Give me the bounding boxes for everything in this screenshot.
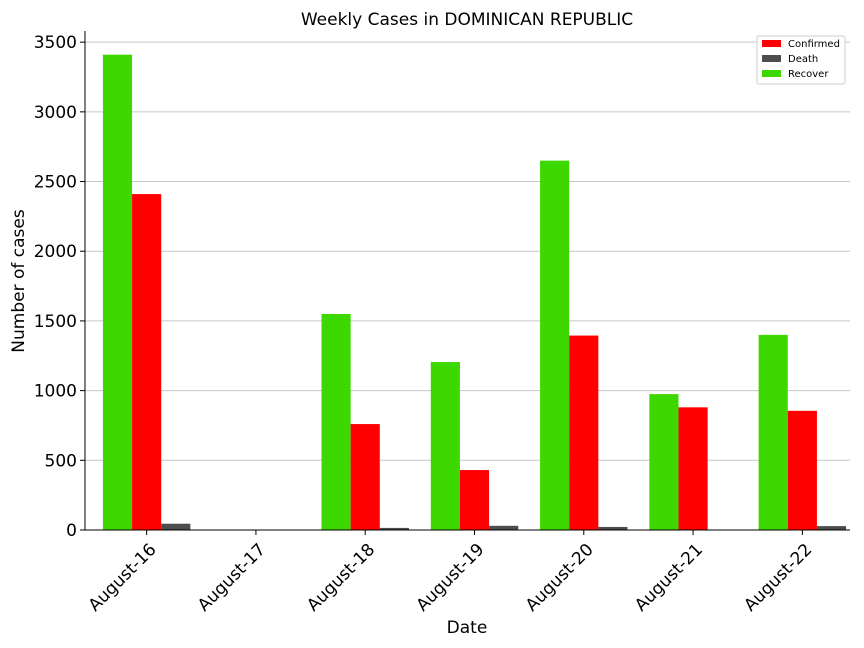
legend: Confirmed Death Recover	[756, 35, 846, 85]
legend-swatch-death	[762, 55, 781, 62]
x-ticks: August-16 August-17 August-18 August-19 Augu…	[85, 530, 816, 616]
gridlines	[85, 41, 850, 461]
bar-death	[598, 526, 628, 530]
bar-death	[379, 527, 409, 530]
legend-label-death: Death	[788, 54, 818, 65]
x-tick-label: August-21	[631, 540, 707, 616]
legend-label-recover: Recover	[788, 69, 829, 80]
legend-swatch-confirmed	[762, 40, 781, 47]
x-axis-label: Date	[447, 618, 488, 638]
bar-confirmed	[569, 335, 599, 530]
y-axis-label: Number of cases	[9, 209, 29, 353]
bar-recover	[102, 54, 133, 531]
axes	[84, 31, 850, 531]
legend-label-confirmed: Confirmed	[788, 39, 840, 50]
bar-confirmed	[350, 424, 380, 530]
bar-death	[489, 525, 519, 530]
x-tick-label: August-22	[740, 540, 816, 616]
bars	[102, 54, 847, 531]
y-tick-label: 1000	[34, 382, 77, 402]
bar-confirmed	[678, 407, 708, 530]
bar-recover	[758, 334, 788, 530]
bar-confirmed	[787, 410, 817, 530]
bar-confirmed	[459, 470, 490, 530]
bar-recover	[430, 362, 460, 530]
bar-confirmed	[132, 194, 162, 531]
bar-recover	[540, 160, 570, 531]
y-tick-label: 3000	[34, 103, 77, 123]
bar-recover	[649, 394, 679, 530]
x-tick-label: August-19	[413, 540, 489, 616]
y-ticks: 0 500 1000 1500 2000 2500 3000 3500	[34, 33, 85, 541]
y-tick-label: 500	[45, 451, 77, 471]
x-tick-label: August-16	[85, 540, 161, 616]
x-tick-label: August-17	[194, 540, 270, 616]
y-tick-label: 2000	[34, 242, 77, 262]
bar-recover	[321, 313, 351, 530]
chart-title: Weekly Cases in DOMINICAN REPUBLIC	[301, 10, 633, 30]
legend-swatch-recover	[762, 70, 781, 77]
x-tick-label: August-18	[303, 540, 379, 616]
bar-death	[161, 523, 191, 530]
x-tick-label: August-20	[522, 540, 598, 616]
y-tick-label: 0	[66, 521, 77, 541]
y-tick-label: 1500	[34, 312, 77, 332]
y-tick-label: 3500	[34, 33, 77, 53]
y-tick-label: 2500	[34, 173, 77, 193]
bar-death	[816, 526, 847, 530]
